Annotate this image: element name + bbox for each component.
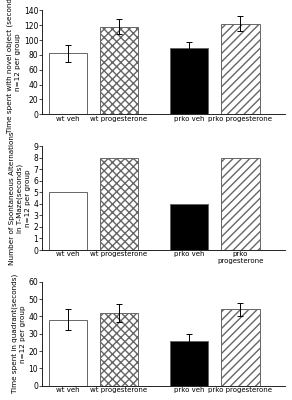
Bar (100, 27, 138, 114)
Bar (170, 204, 208, 250)
Y-axis label: Time spent in quadrant(seconds)
n=12 per group: Time spent in quadrant(seconds) n=12 per… (12, 274, 26, 393)
Bar (221, 158, 260, 250)
Bar (49, 192, 87, 250)
Bar (100, 158, 138, 250)
Bar (221, 310, 260, 386)
Bar (100, 313, 138, 386)
Y-axis label: Time spent with novel object (seconds)
n=12 per group: Time spent with novel object (seconds) n… (7, 0, 21, 133)
Bar (49, 320, 87, 386)
Y-axis label: Number of Spontaneous Alternations
in T-Maze(seconds)
n=12 per group: Number of Spontaneous Alternations in T-… (9, 131, 31, 265)
Bar (221, 24, 260, 114)
Bar (170, 341, 208, 386)
Bar (49, 54, 87, 114)
Bar (170, 48, 208, 114)
